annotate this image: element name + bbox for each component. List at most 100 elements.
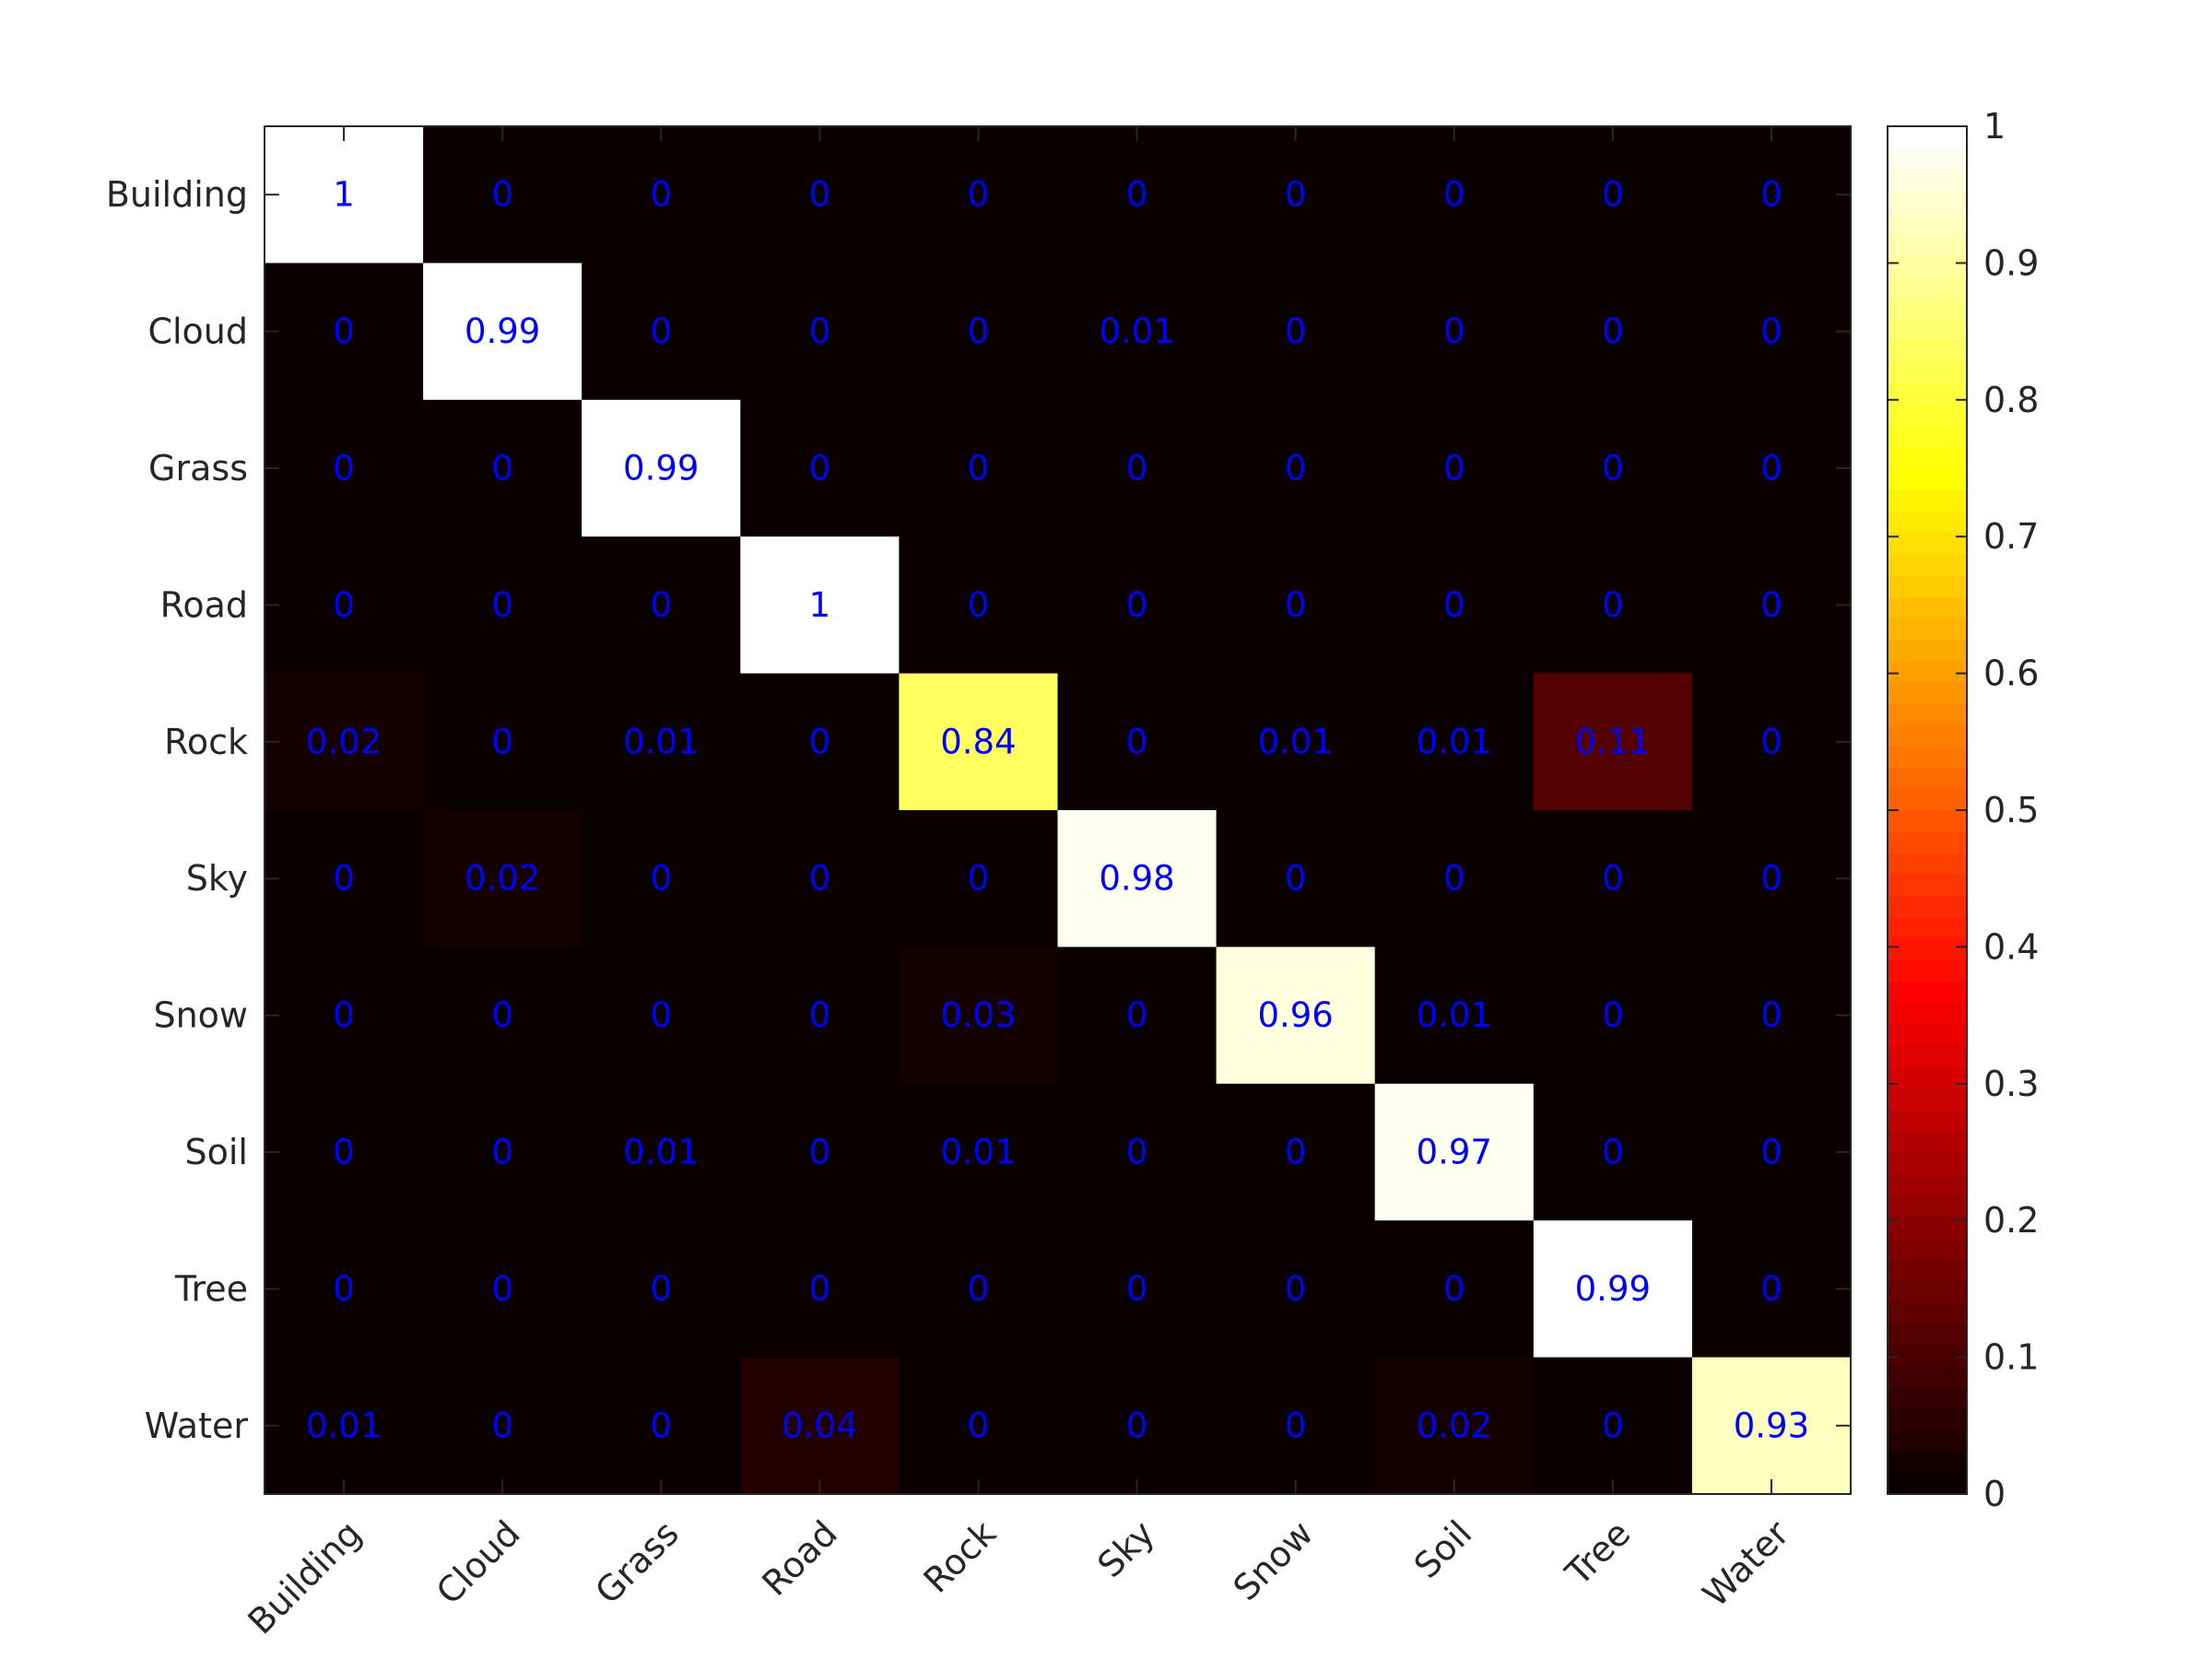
cell-value-label-1-2: 0 xyxy=(650,312,672,351)
colorbar-tick-label-6: 0.6 xyxy=(1983,653,2039,694)
heatmap-cell-2-9 xyxy=(1691,399,1852,537)
heatmap-cell-0-6 xyxy=(1216,126,1376,264)
heatmap-cell-0-4 xyxy=(899,126,1058,264)
colorbar-segment-45 xyxy=(1888,511,1967,534)
cell-value-label-6-4: 0.03 xyxy=(940,995,1016,1035)
colorbar-segment-61 xyxy=(1888,169,1967,192)
heatmap-cell-4-2 xyxy=(582,673,741,811)
cell-value-label-2-9: 0 xyxy=(1760,449,1783,488)
heatmap-cell-0-5 xyxy=(1057,126,1218,264)
x-tick-label-1: Cloud xyxy=(429,1512,528,1612)
x-tick-label-0: Building xyxy=(240,1512,369,1641)
colorbar-segment-55 xyxy=(1888,297,1967,320)
heatmap-cell-9-4 xyxy=(899,1357,1058,1495)
colorbar-segment-7 xyxy=(1888,1323,1967,1346)
heatmap-cell-5-6 xyxy=(1216,810,1376,947)
heatmap-cell-8-9 xyxy=(1691,1220,1852,1359)
x-tick-label-9: Water xyxy=(1695,1512,1797,1615)
colorbar-segment-33 xyxy=(1888,767,1967,790)
heatmap-cell-8-2 xyxy=(582,1220,741,1359)
x-tick-label-7: Soil xyxy=(1406,1512,1480,1586)
cell-value-label-5-6: 0 xyxy=(1285,859,1307,899)
heatmap-cell-1-3 xyxy=(740,263,900,401)
colorbar: 0 0.1 0.2 0.3 0.4 0.5 0.6 0.7 0.8 0.9 1 xyxy=(1887,106,2039,1514)
cell-value-label-8-1: 0 xyxy=(491,1269,513,1309)
colorbar-segment-59 xyxy=(1888,211,1967,234)
cell-value-label-7-8: 0 xyxy=(1602,1133,1624,1172)
colorbar-segment-50 xyxy=(1888,404,1967,427)
colorbar-segment-41 xyxy=(1888,596,1967,618)
cell-value-label-9-4: 0 xyxy=(968,1406,990,1445)
cell-value-label-7-7: 0.97 xyxy=(1417,1133,1492,1172)
cell-value-label-0-7: 0 xyxy=(1443,175,1465,215)
cell-value-label-1-3: 0 xyxy=(809,312,831,351)
cell-value-label-0-2: 0 xyxy=(650,175,672,215)
heatmap-cell-6-8 xyxy=(1533,947,1693,1085)
cell-value-label-4-5: 0 xyxy=(1126,722,1148,761)
cell-value-label-7-0: 0 xyxy=(333,1133,355,1172)
colorbar-segment-49 xyxy=(1888,425,1967,448)
cell-value-label-7-1: 0 xyxy=(491,1133,513,1172)
cell-value-label-8-6: 0 xyxy=(1285,1269,1307,1309)
colorbar-segment-24 xyxy=(1888,959,1967,982)
cell-value-label-5-7: 0 xyxy=(1443,859,1465,899)
cell-value-label-5-9: 0 xyxy=(1760,859,1783,899)
heatmap-cells xyxy=(265,126,1852,1495)
cell-value-label-6-1: 0 xyxy=(491,995,513,1035)
cell-value-label-5-5: 0.98 xyxy=(1099,859,1174,899)
cell-value-label-2-6: 0 xyxy=(1285,449,1307,488)
plot-frame xyxy=(264,125,1852,1495)
cell-value-label-7-5: 0 xyxy=(1126,1133,1148,1172)
cell-value-label-0-0: 1 xyxy=(333,175,355,215)
heatmap-value-labels: 1 0 0 0 0 0 0 0 0 0 0 0.99 0 0 0 0.01 0 0 0 0 0 0 0.99 0 0 0 0 0 0 0 0… xyxy=(306,175,1809,1446)
cell-value-label-7-6: 0 xyxy=(1285,1133,1307,1172)
cell-value-label-7-9: 0 xyxy=(1760,1133,1783,1172)
cell-value-label-3-0: 0 xyxy=(333,585,355,625)
heatmap-cell-4-8 xyxy=(1533,673,1693,811)
heatmap-cell-9-6 xyxy=(1216,1357,1376,1495)
colorbar-segment-9 xyxy=(1888,1280,1967,1302)
cell-value-label-9-8: 0 xyxy=(1602,1406,1624,1445)
cell-value-label-1-9: 0 xyxy=(1760,312,1783,351)
heatmap-cell-3-3 xyxy=(740,536,900,675)
colorbar-tick-label-3: 0.3 xyxy=(1983,1064,2039,1104)
colorbar-tick-label-1: 0.1 xyxy=(1983,1337,2039,1378)
heatmap-cell-9-1 xyxy=(423,1357,582,1495)
colorbar-segment-11 xyxy=(1888,1237,1967,1260)
heatmap-cell-8-5 xyxy=(1057,1220,1218,1359)
colorbar-segment-6 xyxy=(1888,1344,1967,1367)
heatmap-cell-4-7 xyxy=(1374,673,1535,811)
heatmap-cell-2-5 xyxy=(1057,399,1218,537)
cell-value-label-4-7: 0.01 xyxy=(1417,722,1492,761)
colorbar-segment-57 xyxy=(1888,254,1967,276)
heatmap-cell-9-7 xyxy=(1374,1357,1535,1495)
cell-value-label-1-6: 0 xyxy=(1285,312,1307,351)
y-tick-label-1: Cloud xyxy=(147,312,248,352)
heatmap-cell-7-9 xyxy=(1691,1083,1852,1221)
heatmap-cell-4-4 xyxy=(899,673,1058,811)
cell-value-label-9-6: 0 xyxy=(1285,1406,1307,1445)
heatmap-cell-7-3 xyxy=(740,1083,900,1221)
cell-value-label-9-7: 0.02 xyxy=(1417,1406,1492,1445)
colorbar-segment-34 xyxy=(1888,746,1967,769)
colorbar-tick-label-7: 0.7 xyxy=(1983,516,2039,557)
cell-value-label-1-8: 0 xyxy=(1602,312,1624,351)
heatmap-cell-3-6 xyxy=(1216,536,1376,675)
cell-value-label-0-9: 0 xyxy=(1760,175,1783,215)
cell-value-label-7-4: 0.01 xyxy=(940,1133,1016,1172)
x-tick-label-3: Road xyxy=(754,1512,845,1604)
heatmap-cell-4-6 xyxy=(1216,673,1376,811)
cell-value-label-8-2: 0 xyxy=(650,1269,672,1309)
heatmap-cell-7-5 xyxy=(1057,1083,1218,1221)
colorbar-segment-42 xyxy=(1888,574,1967,597)
colorbar-segment-2 xyxy=(1888,1430,1967,1453)
cell-value-label-2-5: 0 xyxy=(1126,449,1148,488)
cell-value-label-6-3: 0 xyxy=(809,995,831,1035)
heatmap-cell-2-1 xyxy=(423,399,582,537)
cell-value-label-8-8: 0.99 xyxy=(1575,1269,1651,1309)
heatmap-cell-3-4 xyxy=(899,536,1058,675)
cell-value-label-9-9: 0.93 xyxy=(1734,1406,1809,1445)
colorbar-segment-43 xyxy=(1888,553,1967,576)
colorbar-segment-22 xyxy=(1888,1002,1967,1025)
heatmap-cell-6-0 xyxy=(265,947,424,1085)
